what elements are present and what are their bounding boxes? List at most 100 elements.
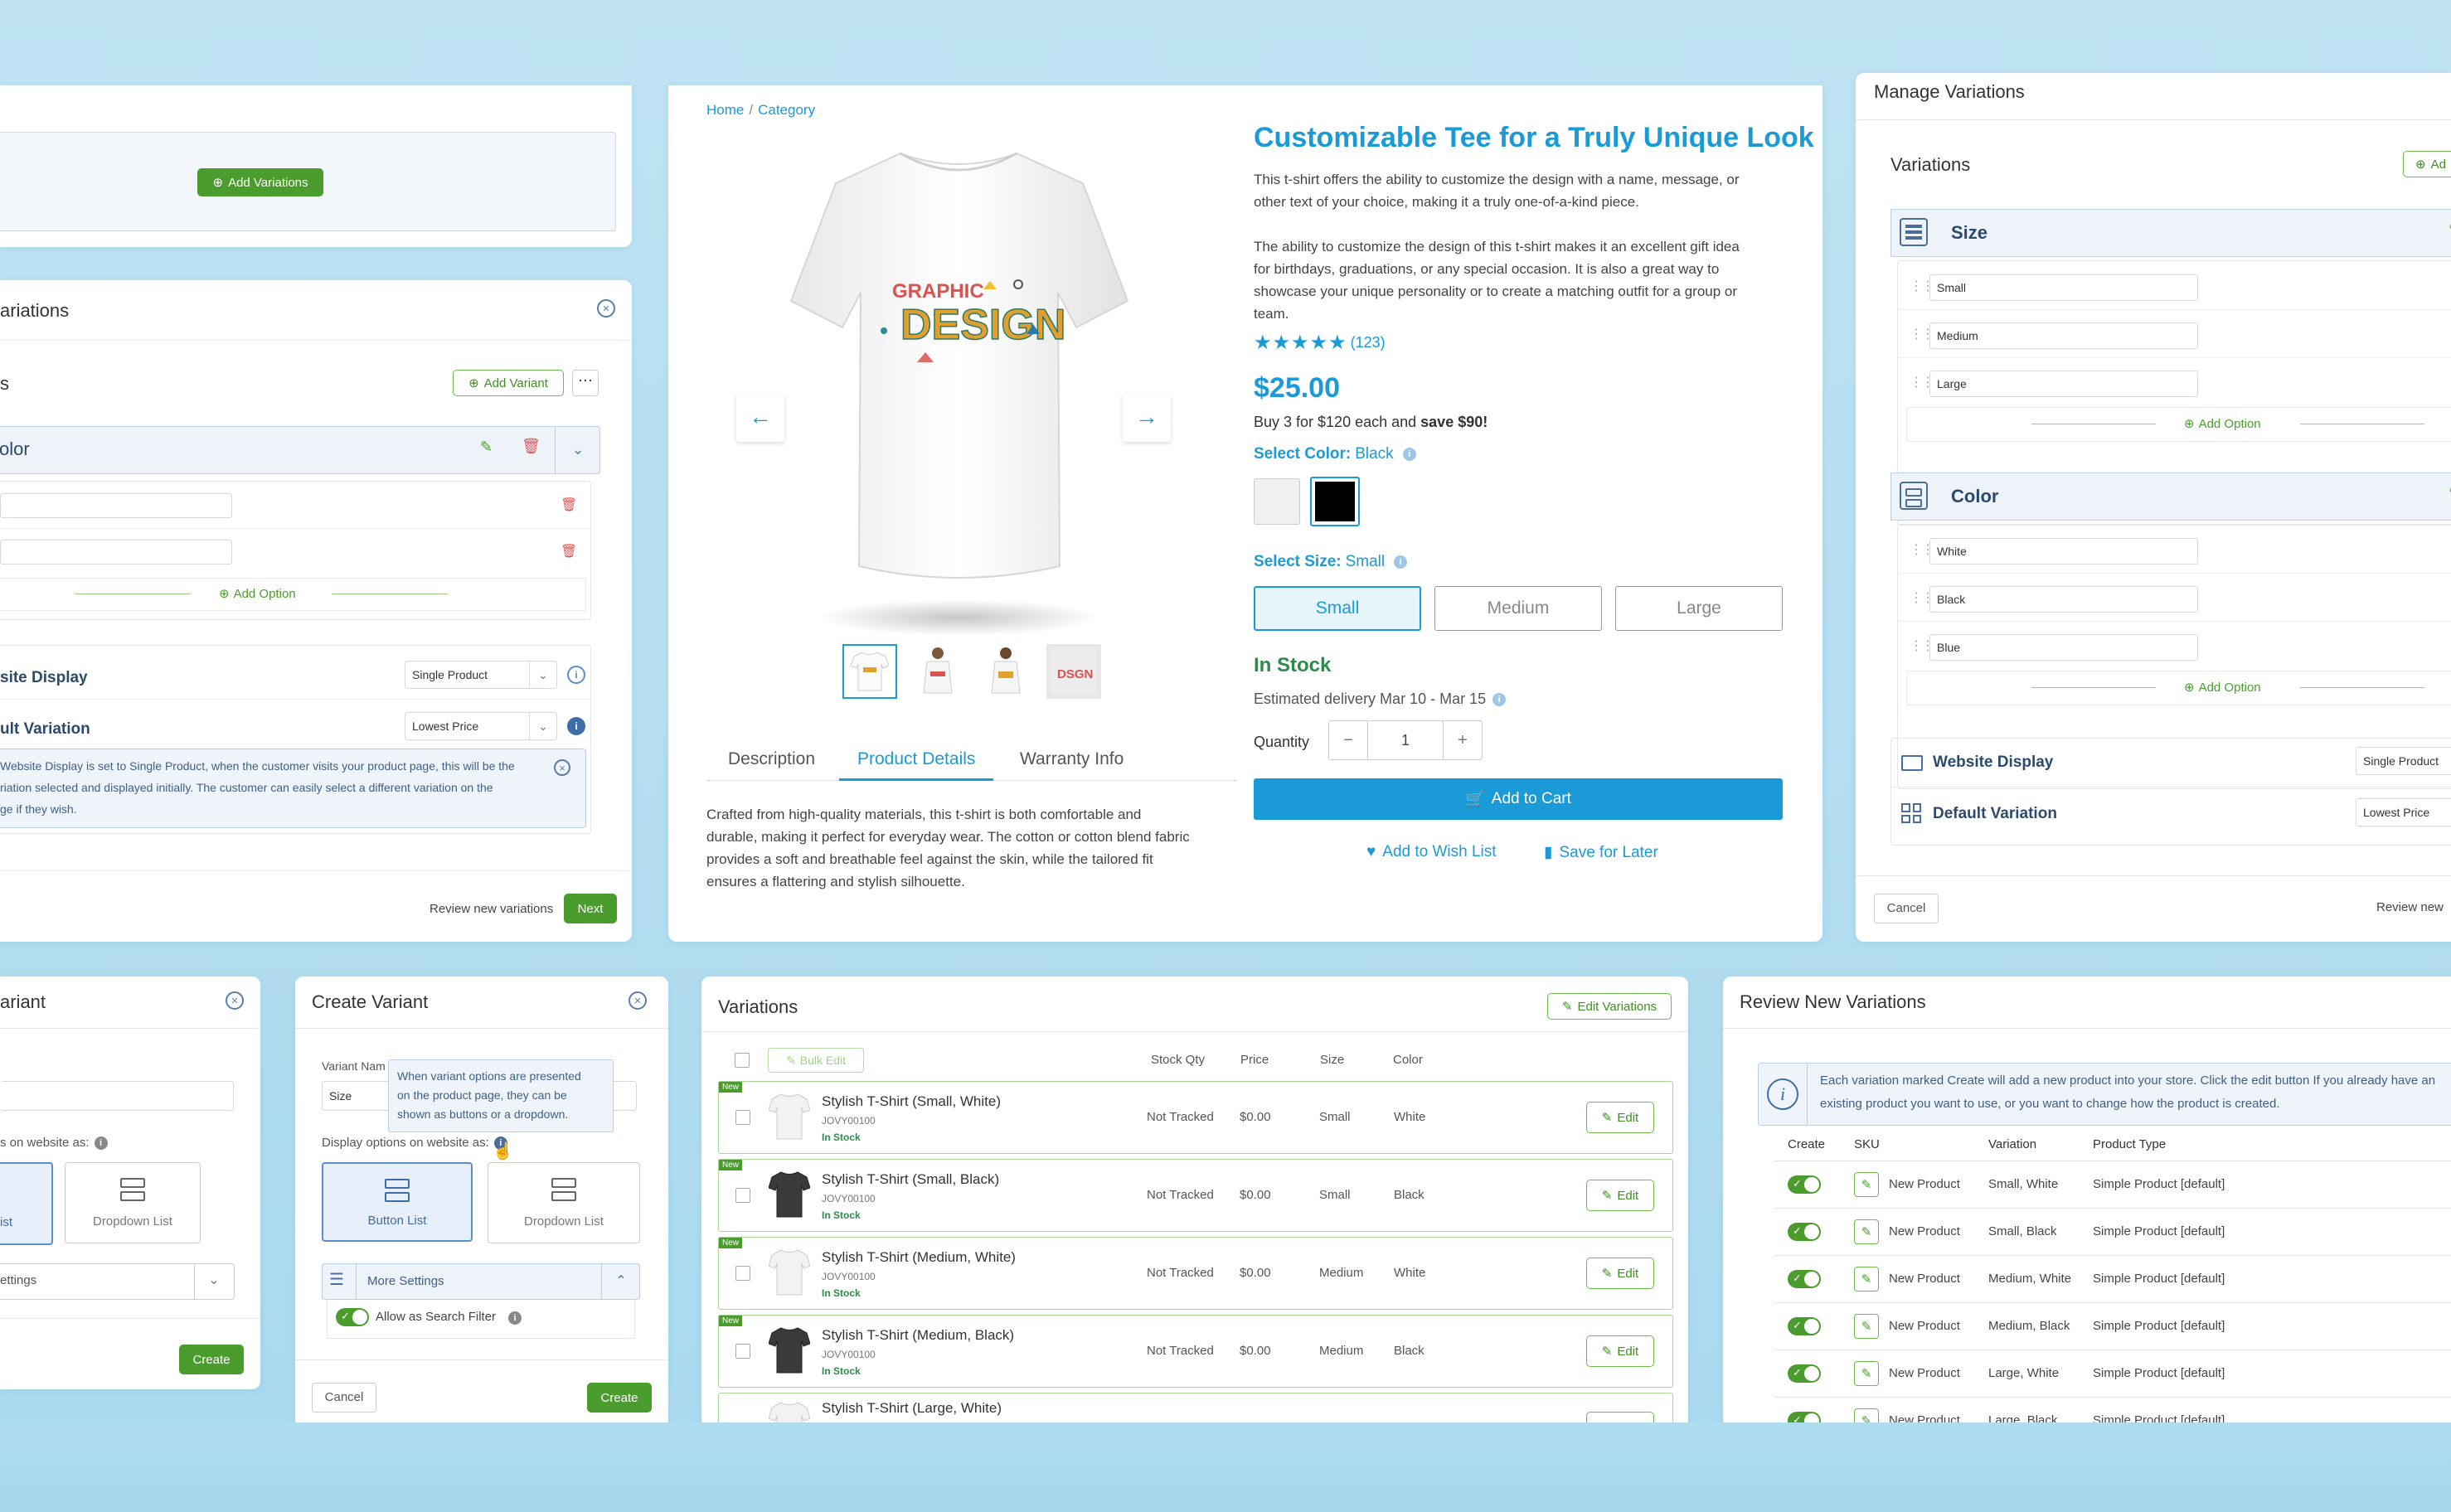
tab-description[interactable]: Description — [728, 749, 816, 768]
search-filter-toggle[interactable]: ✓ — [336, 1308, 369, 1326]
quantity-stepper[interactable]: − 1 + — [1328, 720, 1483, 760]
tab-product-details[interactable]: Product Details — [857, 749, 976, 768]
button-list-option[interactable]: Button List — [322, 1162, 473, 1242]
dropdown-list-option[interactable]: Dropdown List — [488, 1162, 640, 1243]
thumbnail[interactable] — [978, 644, 1033, 699]
info-icon[interactable]: i — [1394, 555, 1408, 569]
edit-icon[interactable]: ✎ — [1854, 1267, 1879, 1292]
increment-button[interactable]: + — [1443, 721, 1482, 759]
option-input[interactable]: Black — [1929, 586, 2198, 613]
close-icon[interactable]: × — [226, 991, 244, 1010]
variation-name[interactable]: Stylish T-Shirt (Medium, White) — [822, 1249, 1016, 1265]
default-variation-select[interactable]: Lowest Price ⌄ — [405, 712, 557, 740]
option-input[interactable]: Small — [1929, 274, 2198, 301]
info-icon[interactable]: i — [94, 1136, 108, 1150]
trash-icon[interactable]: 🗑 — [522, 438, 541, 454]
review-link[interactable]: Review new — [2376, 900, 2444, 914]
row-checkbox[interactable] — [735, 1266, 750, 1281]
info-icon[interactable]: i — [508, 1311, 522, 1325]
settings-collapsible[interactable]: ettings ⌄ — [0, 1263, 235, 1300]
button-list-option[interactable]: ist — [0, 1162, 53, 1245]
add-option-button[interactable]: ⊕ Add Option — [2184, 416, 2261, 432]
option-input[interactable]: Blue — [1929, 634, 2198, 661]
edit-icon[interactable]: ✎ — [1854, 1172, 1879, 1197]
save-later-button[interactable]: ▮ Save for Later — [1544, 843, 1658, 862]
drag-handle-icon[interactable]: ⋮⋮ — [1910, 327, 1934, 342]
wishlist-button[interactable]: ♥ Add to Wish List — [1366, 843, 1497, 860]
edit-button[interactable]: ✎ Edit — [1586, 1258, 1654, 1289]
more-settings-header[interactable]: ☰ More Settings ⌃ — [322, 1263, 640, 1300]
add-variant-button[interactable]: ⊕ Add Variant — [453, 370, 564, 396]
add-option-row[interactable]: ⊕ Add Option — [1906, 407, 2451, 442]
create-toggle[interactable]: ✓ — [1788, 1270, 1821, 1288]
add-variations-button[interactable]: ⊕ Add Variations — [197, 168, 323, 196]
tab-warranty-info[interactable]: Warranty Info — [1020, 749, 1124, 768]
variation-name[interactable]: Stylish T-Shirt (Small, Black) — [822, 1171, 1000, 1187]
option-input[interactable]: Medium — [1929, 322, 2198, 349]
trash-icon[interactable]: 🗑 — [561, 498, 578, 512]
add-option-row[interactable]: ⊕ Add Option — [0, 578, 586, 611]
create-button[interactable]: Create — [587, 1383, 652, 1413]
next-button[interactable]: Next — [564, 894, 617, 923]
add-option-button[interactable]: ⊕ Add Option — [2184, 680, 2261, 695]
close-icon[interactable]: × — [554, 759, 570, 776]
drag-handle-icon[interactable]: ⋮⋮ — [1910, 543, 1934, 557]
size-button-large[interactable]: Large — [1615, 586, 1783, 631]
edit-icon[interactable]: ✎ — [480, 439, 493, 455]
website-display-select[interactable]: Single Product ⌄ — [405, 661, 557, 689]
bulk-edit-button[interactable]: ✎ Bulk Edit — [768, 1048, 864, 1073]
add-option-button[interactable]: ⊕ Add Option — [219, 586, 296, 602]
edit-icon[interactable]: ✎ — [2449, 485, 2451, 502]
thumbnail[interactable] — [842, 644, 897, 699]
color-swatch-black[interactable] — [1310, 477, 1360, 526]
breadcrumb-category[interactable]: Category — [758, 102, 816, 118]
cancel-button[interactable]: Cancel — [1874, 894, 1939, 923]
variation-name[interactable]: Stylish T-Shirt (Small, White) — [822, 1093, 1002, 1109]
create-button[interactable]: Create — [179, 1345, 244, 1374]
edit-button[interactable]: ✎ Edit — [1586, 1102, 1654, 1133]
edit-button[interactable]: ✎ Edit — [1586, 1335, 1654, 1367]
info-icon[interactable]: i — [567, 666, 585, 684]
option-input[interactable] — [0, 540, 232, 565]
option-input[interactable] — [0, 493, 232, 518]
edit-icon[interactable]: ✎ — [1854, 1314, 1879, 1339]
variation-name[interactable]: Stylish T-Shirt (Medium, Black) — [822, 1327, 1015, 1343]
close-icon[interactable]: × — [597, 299, 615, 317]
more-options-button[interactable]: ⋯ — [572, 370, 599, 396]
thumbnail[interactable] — [910, 644, 965, 699]
edit-icon[interactable]: ✎ — [2449, 221, 2451, 239]
option-input[interactable]: Large — [1929, 371, 2198, 397]
create-toggle[interactable]: ✓ — [1788, 1364, 1821, 1383]
create-toggle[interactable]: ✓ — [1788, 1317, 1821, 1335]
breadcrumb-home[interactable]: Home — [706, 102, 745, 118]
variation-name[interactable]: Stylish T-Shirt (Large, White) — [822, 1400, 1002, 1416]
row-checkbox[interactable] — [735, 1344, 750, 1359]
close-icon[interactable]: × — [629, 991, 647, 1010]
drag-handle-icon[interactable]: ⋮⋮ — [1910, 639, 1934, 653]
create-toggle[interactable]: ✓ — [1788, 1223, 1821, 1241]
prev-image-button[interactable]: ← — [736, 394, 784, 442]
add-to-cart-button[interactable]: 🛒 Add to Cart — [1254, 778, 1783, 820]
website-display-select[interactable]: Single Product — [2356, 747, 2451, 775]
trash-icon[interactable]: 🗑 — [561, 545, 578, 559]
info-icon[interactable]: i — [493, 1136, 507, 1150]
add-variant-button[interactable]: ⊕ Ad — [2403, 151, 2451, 177]
info-icon[interactable]: i — [1402, 448, 1416, 461]
select-all-checkbox[interactable] — [735, 1053, 750, 1068]
color-swatch-white[interactable] — [1254, 478, 1300, 525]
edit-icon[interactable]: ✎ — [1854, 1219, 1879, 1244]
cancel-button[interactable]: Cancel — [312, 1383, 376, 1413]
info-icon[interactable]: i — [1492, 692, 1507, 706]
option-input[interactable]: White — [1929, 538, 2198, 565]
edit-button[interactable]: ✎ Edit — [1586, 1180, 1654, 1211]
dropdown-list-option[interactable]: Dropdown List — [65, 1162, 201, 1243]
drag-handle-icon[interactable]: ⋮⋮ — [1910, 279, 1934, 293]
drag-handle-icon[interactable]: ⋮⋮ — [1910, 591, 1934, 605]
edit-variations-button[interactable]: ✎ Edit Variations — [1547, 993, 1672, 1020]
variant-name-input[interactable] — [0, 1081, 234, 1111]
review-link[interactable]: Review new variations — [430, 902, 554, 916]
decrement-button[interactable]: − — [1329, 721, 1368, 759]
size-button-medium[interactable]: Medium — [1434, 586, 1602, 631]
info-icon[interactable]: i — [567, 717, 585, 735]
drag-handle-icon[interactable]: ⋮⋮ — [1910, 376, 1934, 390]
